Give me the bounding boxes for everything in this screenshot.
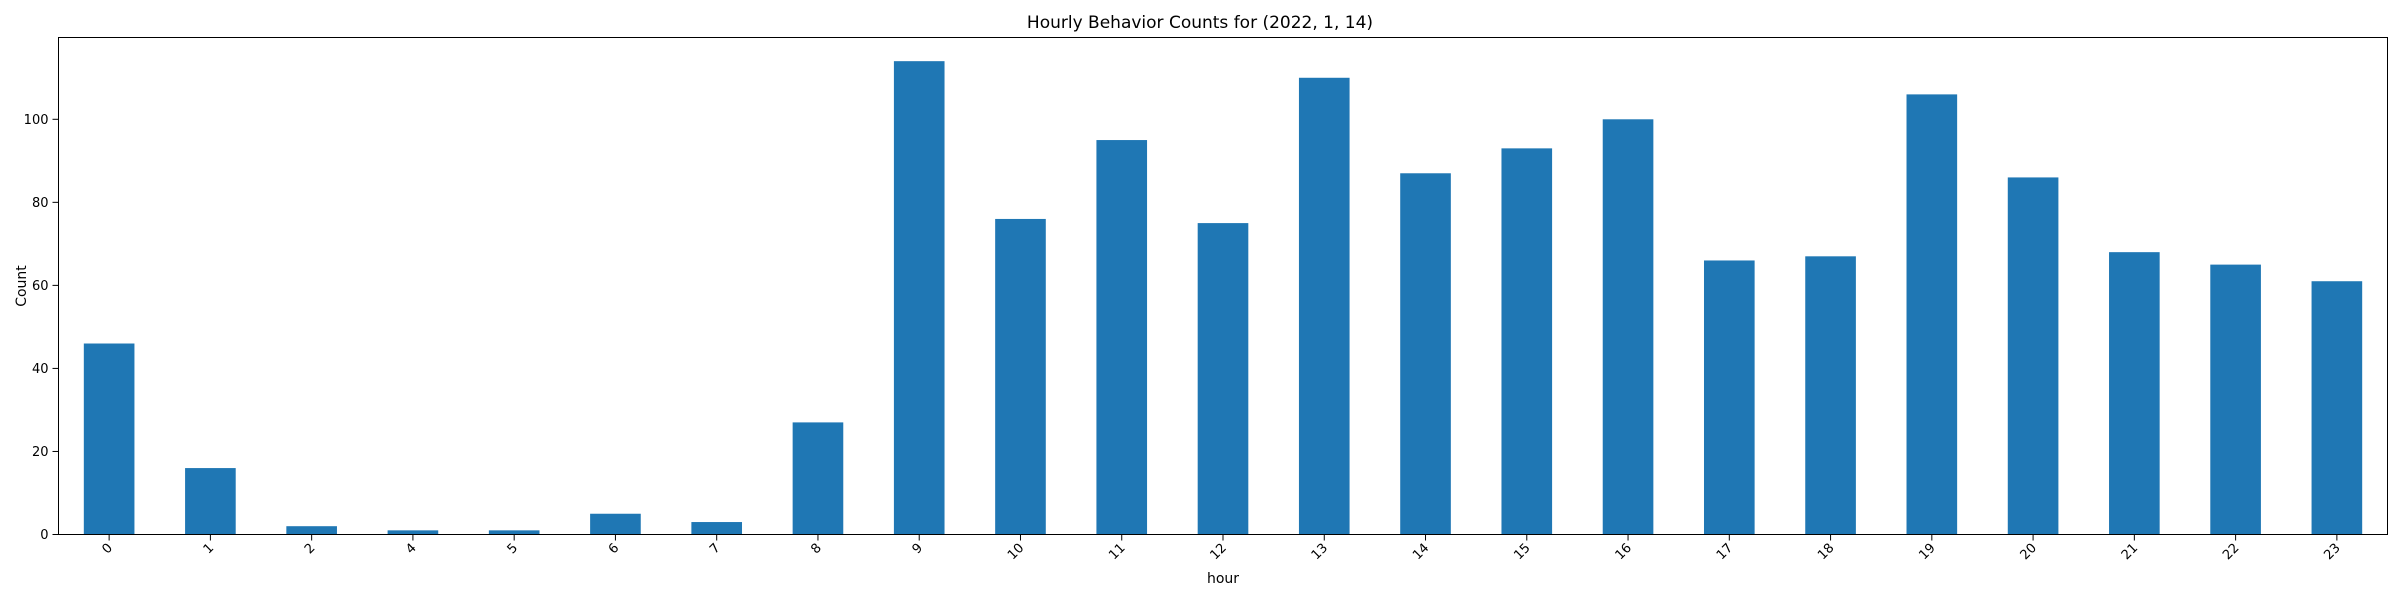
x-tick-label: 9 [910,541,926,557]
bar-hour-16 [1602,119,1654,535]
x-tick-label: 1 [201,541,217,557]
y-tick-label: 20 [32,445,49,460]
y-tick-label: 100 [24,113,49,128]
bar-hour-2 [286,526,337,535]
bar-hour-9 [893,61,945,535]
chart-title: Hourly Behavior Counts for (2022, 1, 14) [1027,13,1373,33]
bar-hour-10 [995,218,1046,535]
x-tick-label: 19 [1916,541,1938,563]
bar-hour-20 [2007,177,2059,535]
x-tick-label: 16 [1613,541,1635,563]
bar-hour-19 [1906,94,1958,535]
bar-hour-17 [1703,260,1755,535]
x-axis-label: hour [1207,571,1239,587]
x-tick-label: 20 [2018,541,2040,563]
bar-hour-12 [1197,223,1249,535]
y-tick-label: 0 [40,528,48,543]
x-tick-label: 18 [1815,541,1837,563]
bar-hour-8 [792,422,844,535]
bar-hour-14 [1400,173,1451,535]
x-tick-label: 2 [302,541,318,557]
bar-hour-15 [1501,148,1553,535]
x-tick-label: 14 [1410,541,1432,563]
x-tick-label: 0 [99,541,115,557]
x-tick-label: 8 [808,541,824,557]
y-tick-label: 60 [32,279,49,294]
x-tick-label: 5 [505,541,521,557]
x-tick-label: 23 [2321,541,2343,563]
bar-hour-1 [185,468,236,535]
bar-hour-0 [83,343,135,535]
x-tick-label: 11 [1106,541,1128,563]
x-tick-label: 12 [1208,541,1230,563]
x-axis: 0 1 2 4 5 6 7 8 9 10 11 12 13 14 15 16 17 18 19 20 21 22 23 [99,534,2344,563]
bar-hour-7 [691,522,743,535]
bar-hour-6 [590,513,641,535]
y-axis-label: Count [14,265,30,307]
y-axis: 0 20 40 60 80 100 [24,113,59,543]
x-tick-label: 17 [1714,541,1736,563]
x-tick-label: 13 [1309,541,1331,563]
x-tick-label: 10 [1005,541,1027,563]
bar-hour-23 [2311,281,2363,535]
y-tick-label: 40 [32,362,49,377]
x-tick-label: 15 [1511,541,1533,563]
bar-hour-18 [1805,256,1856,535]
plot-area [83,61,2363,535]
x-tick-label: 7 [707,541,723,557]
x-tick-label: 21 [2119,541,2141,563]
plot-frame [58,37,2388,535]
bar-hour-13 [1298,77,1350,535]
bar-hour-11 [1096,140,1148,535]
y-tick-label: 80 [32,196,49,211]
x-tick-label: 6 [606,541,622,557]
x-tick-label: 22 [2220,541,2242,563]
x-tick-label: 4 [403,541,419,557]
bar-hour-5 [488,530,540,535]
bar-hour-21 [2109,252,2160,535]
bar-hour-22 [2210,264,2261,535]
bar-hour-4 [387,530,439,535]
